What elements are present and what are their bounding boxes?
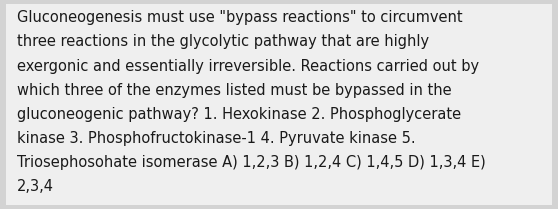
Text: 2,3,4: 2,3,4: [17, 179, 54, 194]
Text: three reactions in the glycolytic pathway that are highly: three reactions in the glycolytic pathwa…: [17, 34, 429, 50]
Text: Gluconeogenesis must use "bypass reactions" to circumvent: Gluconeogenesis must use "bypass reactio…: [17, 10, 463, 25]
FancyBboxPatch shape: [6, 4, 552, 205]
Text: which three of the enzymes listed must be bypassed in the: which three of the enzymes listed must b…: [17, 83, 451, 98]
Text: Triosephosohate isomerase A) 1,2,3 B) 1,2,4 C) 1,4,5 D) 1,3,4 E): Triosephosohate isomerase A) 1,2,3 B) 1,…: [17, 155, 485, 170]
Text: gluconeogenic pathway? 1. Hexokinase 2. Phosphoglycerate: gluconeogenic pathway? 1. Hexokinase 2. …: [17, 107, 461, 122]
Text: exergonic and essentially irreversible. Reactions carried out by: exergonic and essentially irreversible. …: [17, 59, 479, 74]
Text: kinase 3. Phosphofructokinase-1 4. Pyruvate kinase 5.: kinase 3. Phosphofructokinase-1 4. Pyruv…: [17, 131, 415, 146]
